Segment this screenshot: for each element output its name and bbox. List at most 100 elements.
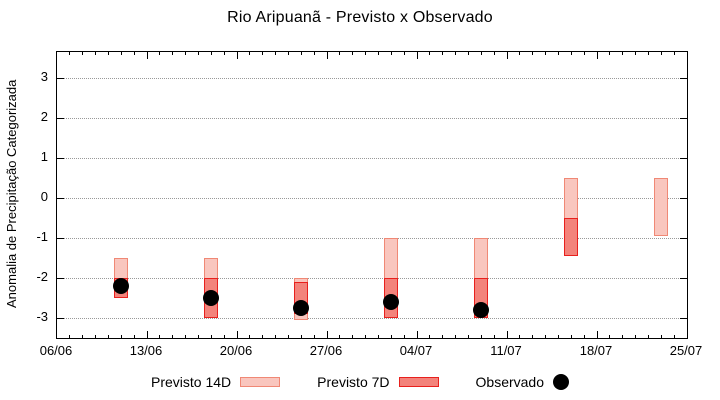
x-major-tick-top [416, 52, 418, 59]
x-minor-tick-top [185, 52, 187, 55]
x-minor-tick-bottom [210, 335, 212, 338]
x-major-tick-bottom [416, 331, 418, 338]
x-minor-tick-bottom [673, 335, 675, 338]
x-minor-tick-bottom [365, 335, 367, 338]
x-tick-label: 06/06 [39, 343, 73, 358]
plot-area [56, 51, 688, 339]
x-minor-tick-bottom [107, 335, 109, 338]
x-minor-tick-top [570, 52, 572, 55]
previsto-7d-swatch [398, 377, 439, 387]
x-minor-tick-top [262, 52, 264, 55]
y-major-tick-left [57, 117, 64, 119]
x-minor-tick-top [532, 52, 534, 55]
y-major-tick-left [57, 157, 64, 159]
x-minor-tick-bottom [622, 335, 624, 338]
y-major-tick-right [680, 197, 687, 199]
observado-point [293, 300, 310, 316]
y-tick-label: -1 [36, 229, 48, 244]
legend-label: Previsto 7D [317, 374, 390, 390]
x-minor-tick-top [69, 52, 71, 55]
x-minor-tick-bottom [275, 335, 277, 338]
x-minor-tick-top [172, 52, 174, 55]
x-minor-tick-top [660, 52, 662, 55]
x-minor-tick-bottom [647, 335, 649, 338]
x-minor-tick-bottom [69, 335, 71, 338]
y-gridline [57, 317, 687, 319]
x-minor-tick-top [635, 52, 637, 55]
x-minor-tick-top [120, 52, 122, 55]
x-tick-label: 11/07 [490, 343, 522, 358]
y-gridline [57, 197, 687, 199]
x-major-tick-bottom [236, 331, 238, 338]
y-major-tick-left [57, 237, 64, 239]
x-minor-tick-top [493, 52, 495, 55]
y-gridline [57, 277, 687, 279]
observado-point [473, 302, 490, 318]
x-minor-tick-bottom [545, 335, 547, 338]
y-major-tick-right [680, 117, 687, 119]
y-major-tick-left [57, 277, 64, 279]
y-gridline [57, 157, 687, 159]
x-minor-tick-bottom [570, 335, 572, 338]
y-gridline [57, 237, 687, 239]
legend-label: Observado [475, 374, 544, 390]
previsto-14d-bar [654, 178, 669, 236]
x-minor-tick-top [107, 52, 109, 55]
legend-item: Observado [476, 374, 569, 390]
x-tick-label: 20/06 [219, 343, 253, 358]
x-minor-tick-bottom [262, 335, 264, 338]
y-major-tick-left [57, 197, 64, 199]
x-minor-tick-top [287, 52, 289, 55]
x-tick-label: 04/07 [399, 343, 433, 358]
x-minor-tick-top [249, 52, 251, 55]
x-minor-tick-bottom [442, 335, 444, 338]
x-minor-tick-bottom [95, 335, 97, 338]
previsto-14d-swatch [240, 377, 281, 387]
x-minor-tick-top [339, 52, 341, 55]
x-minor-tick-bottom [352, 335, 354, 338]
x-minor-tick-top [480, 52, 482, 55]
x-minor-tick-bottom [120, 335, 122, 338]
x-minor-tick-top [647, 52, 649, 55]
x-major-tick-top [146, 52, 148, 59]
y-major-tick-right [680, 317, 687, 319]
y-major-tick-right [680, 277, 687, 279]
x-minor-tick-top [82, 52, 84, 55]
x-minor-tick-bottom [583, 335, 585, 338]
x-minor-tick-bottom [313, 335, 315, 338]
y-major-tick-right [680, 237, 687, 239]
legend-item: Previsto 14D [151, 374, 281, 390]
y-tick-label: 3 [40, 69, 48, 84]
y-gridline [57, 77, 687, 79]
observado-point [383, 294, 400, 310]
x-minor-tick-top [377, 52, 379, 55]
x-minor-tick-top [545, 52, 547, 55]
x-minor-tick-bottom [82, 335, 84, 338]
y-tick-label: 2 [40, 109, 48, 124]
x-minor-tick-bottom [429, 335, 431, 338]
x-major-tick-top [236, 52, 238, 59]
x-major-tick-top [596, 52, 598, 59]
legend: Previsto 14D Previsto 7D Observado [0, 369, 720, 395]
x-minor-tick-bottom [300, 335, 302, 338]
previsto-7d-bar [564, 218, 579, 256]
x-minor-tick-bottom [493, 335, 495, 338]
x-minor-tick-top [223, 52, 225, 55]
y-tick-label: -2 [36, 269, 48, 284]
x-minor-tick-top [390, 52, 392, 55]
x-minor-tick-bottom [159, 335, 161, 338]
x-minor-tick-top [95, 52, 97, 55]
x-minor-tick-bottom [249, 335, 251, 338]
observado-point [203, 290, 220, 306]
x-minor-tick-bottom [403, 335, 405, 338]
x-minor-tick-top [275, 52, 277, 55]
x-minor-tick-top [467, 52, 469, 55]
x-minor-tick-bottom [172, 335, 174, 338]
x-minor-tick-bottom [223, 335, 225, 338]
x-minor-tick-bottom [635, 335, 637, 338]
x-minor-tick-top [609, 52, 611, 55]
x-minor-tick-bottom [133, 335, 135, 338]
x-major-tick-bottom [596, 331, 598, 338]
x-minor-tick-bottom [480, 335, 482, 338]
